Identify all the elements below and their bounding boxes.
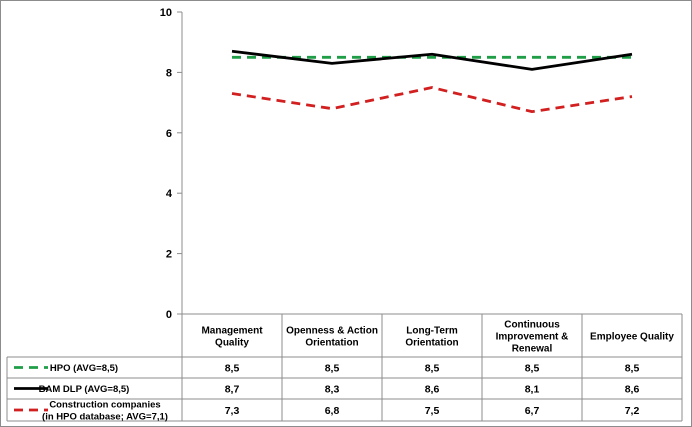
category-label: Long-Term [406,326,458,337]
category-label: Openness & Action [286,326,378,337]
category-label: Improvement & [496,332,569,343]
data-label: 6,8 [325,405,340,417]
y-tick-label: 2 [166,249,172,261]
data-label: 8,7 [225,384,240,396]
legend-label: (in HPO database; AVG=7,1) [42,412,168,423]
category-label: Orientation [305,338,358,349]
category-label: Quality [215,338,249,349]
data-label: 7,3 [225,405,240,417]
data-label: 7,2 [625,405,640,417]
data-label: 8,1 [525,384,540,396]
y-tick-label: 6 [166,128,172,140]
category-label: Employee Quality [590,332,674,343]
data-label: 8,3 [325,384,340,396]
category-label: Management [201,326,263,337]
y-tick-label: 10 [160,7,172,19]
legend-label: HPO (AVG=8,5) [50,363,118,374]
y-tick-label: 8 [166,67,172,79]
y-tick-label: 4 [166,188,173,200]
data-label: 8,5 [325,363,340,375]
category-label: Continuous [504,320,560,331]
data-label: 6,7 [525,405,540,417]
series-layer [231,49,633,114]
data-label: 8,5 [425,363,440,375]
data-label: 8,5 [225,363,240,375]
data-label: 8,5 [625,363,640,375]
category-label: Renewal [512,344,553,355]
data-label: 8,5 [525,363,540,375]
data-label: 8,6 [425,384,440,396]
series-line-1 [231,49,633,71]
category-label: Orientation [405,338,458,349]
data-label: 7,5 [425,405,440,417]
axis-layer: 0 2 4 6 8 10 [160,7,183,321]
data-label: 8,6 [625,384,640,396]
series-line-2 [231,86,633,114]
legend-label: BAM DLP (AVG=8,5) [39,384,130,395]
y-tick-label: 0 [166,309,172,321]
legend-label: Construction companies [49,400,160,411]
